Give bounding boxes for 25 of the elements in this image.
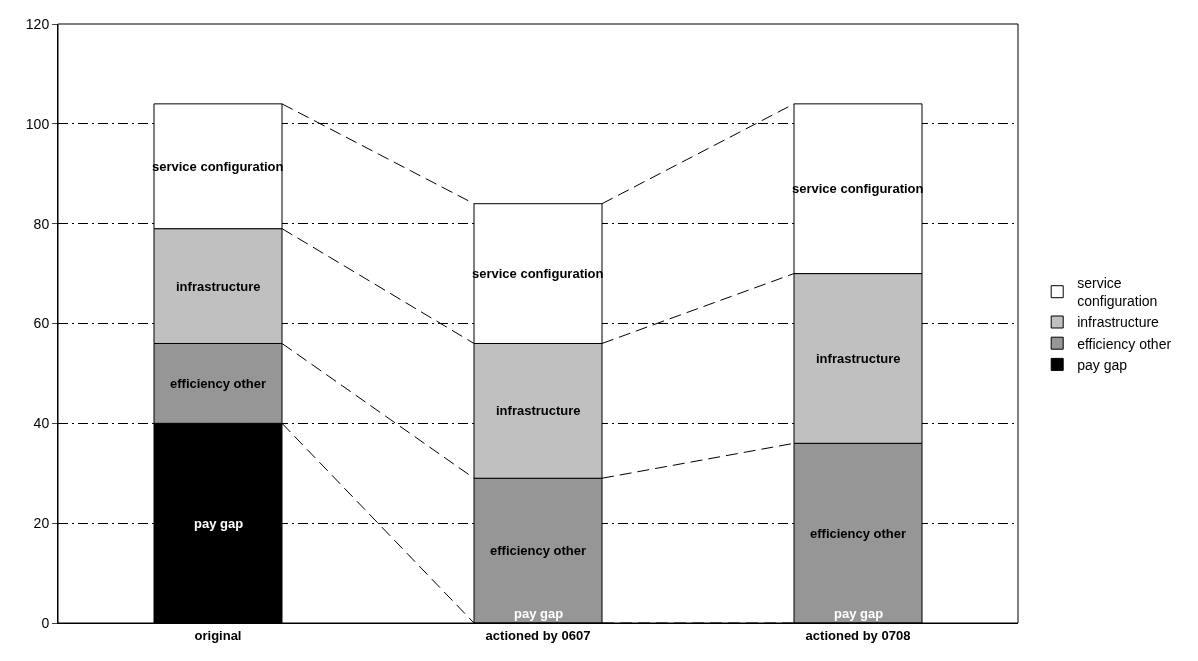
text: infrastructure	[816, 351, 901, 366]
y-tick-label: 80	[33, 215, 50, 232]
text: efficiency other	[490, 543, 587, 558]
text: pay gap	[194, 516, 244, 531]
y-tick-label: 120	[25, 15, 50, 32]
legend-label: infrastructure	[1077, 314, 1160, 331]
text: infrastructure	[176, 279, 261, 294]
x-tick-label: actioned by 0708	[805, 627, 911, 643]
text: service configuration	[152, 159, 284, 174]
text: pay gap	[514, 606, 564, 621]
text: service configuration	[792, 181, 924, 196]
text: efficiency other	[170, 376, 267, 391]
y-tick-label: 40	[33, 415, 50, 432]
x-tick-label: original	[194, 627, 242, 643]
legend-label: efficiency other	[1077, 335, 1172, 352]
x-tick-label: actioned by 0607	[485, 627, 591, 643]
text: infrastructure	[496, 403, 581, 418]
y-tick-label: 60	[33, 315, 50, 332]
y-tick-label: 20	[33, 515, 50, 532]
y-tick-label: 0	[41, 614, 50, 631]
text: efficiency other	[810, 526, 907, 541]
text: service configuration	[472, 266, 604, 281]
y-tick-label: 100	[25, 115, 50, 132]
legend-label: pay gap	[1077, 356, 1128, 373]
text: pay gap	[834, 606, 884, 621]
